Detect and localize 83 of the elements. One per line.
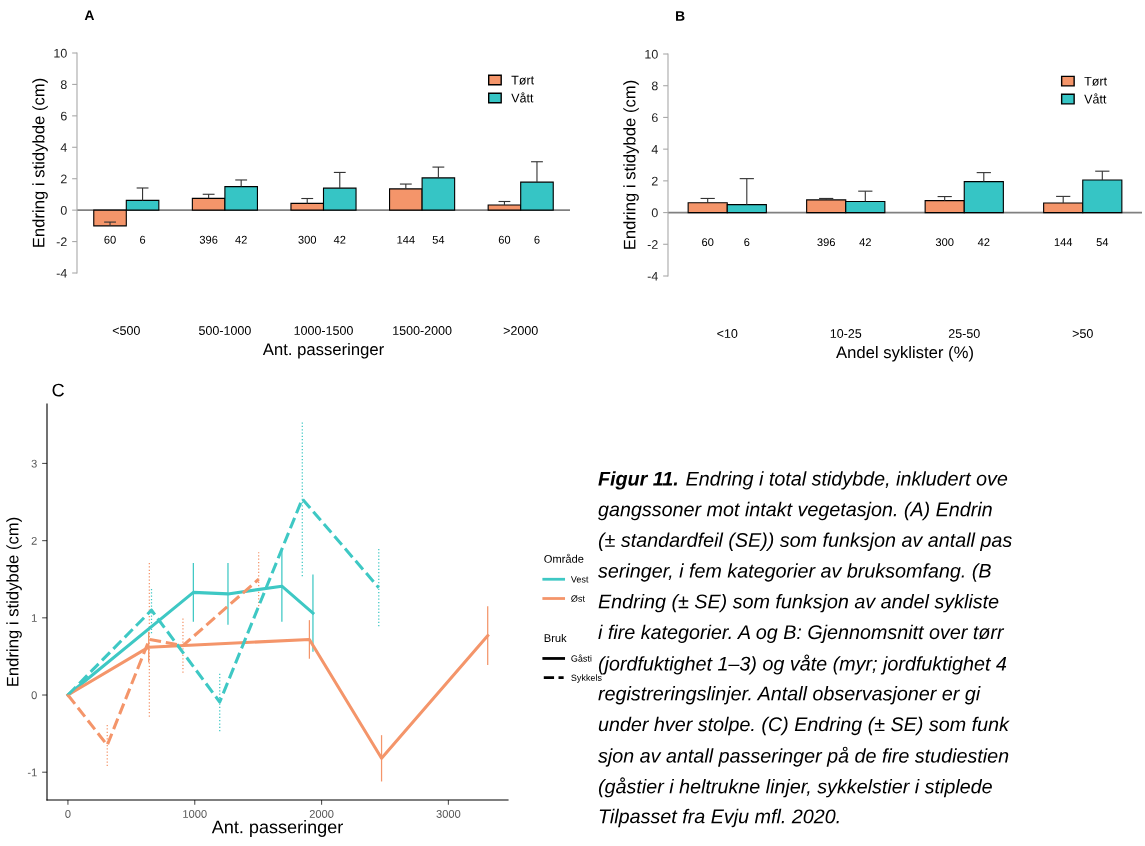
text: Endring i total stidybde, inkludert ove [686, 471, 1008, 490]
x-tick-label: 1500-2000 [393, 326, 452, 335]
annotation: 6 [140, 235, 146, 244]
x-axis-title: Ant. passeringer [262, 342, 384, 359]
text: seringer, i fem kategorier av bruksomfang. (B [598, 563, 991, 582]
legend-title: Område [544, 553, 584, 563]
y-tick-label: 0 [60, 205, 67, 215]
text: Tilpasset fra Evju mfl. 2020. [599, 808, 839, 828]
y-tick-label: 6 [651, 113, 658, 123]
annotation: 6 [744, 238, 750, 247]
y-tick-label: 0 [651, 208, 658, 218]
y-tick-label: 8 [60, 80, 67, 90]
annotation: 60 [498, 235, 511, 244]
chart-title: B [676, 11, 685, 21]
y-axis-title: Endring i stidybde (cm) [623, 80, 639, 249]
text: Figur 11. [598, 471, 678, 490]
legend-label: Vest [570, 576, 589, 583]
x-tick-label: >50 [1072, 329, 1093, 338]
text: (gåstier i heltrukne linjer, sykkelstier i stiplede [598, 777, 992, 798]
y-tick-label: -1 [27, 768, 37, 777]
text: Sykkels [571, 674, 602, 683]
annotation: 42 [235, 235, 247, 244]
annotation: 54 [432, 235, 445, 244]
y-tick-label: 10 [645, 49, 658, 59]
x-tick-label: 500-1000 [198, 326, 251, 335]
text: i fire kategorier. A og B: Gjennomsnitt over tørr [598, 624, 1005, 644]
y-axis-title: Endring i stidybde (cm) [32, 78, 48, 247]
text: sjon av antall passeringer på de fire studiestien [598, 746, 1009, 767]
x-axis-title: Andel syklister (%) [836, 345, 973, 362]
text: gangssoner mot intakt vegetasjon. (A) Endrin [598, 501, 992, 521]
legend-label: Tørt [511, 75, 535, 85]
chart-title: C [52, 383, 64, 397]
x-tick-label: 3000 [436, 810, 461, 818]
annotation: 60 [702, 238, 714, 247]
x-tick-label: 1000-1500 [294, 326, 353, 335]
legend-label: Tørt [1084, 76, 1107, 86]
annotation: 54 [1096, 238, 1109, 247]
annotation: 300 [935, 238, 954, 247]
annotation: 42 [333, 235, 346, 244]
y-tick-label: 2 [60, 174, 67, 184]
y-axis-title: Endring i stidybde (cm) [6, 517, 22, 686]
annotation: 60 [104, 235, 116, 244]
legend-label: Vått [1084, 93, 1107, 104]
text: under hver stolpe. (C) Endring (± SE) som funk [598, 716, 1010, 736]
x-tick-label: 25-50 [948, 329, 980, 338]
annotation: 42 [859, 238, 871, 246]
text: registreringslinjer. Antall observasjoner er gi [598, 686, 981, 705]
x-tick-label: 1000 [183, 810, 207, 818]
y-tick-label: -2 [647, 240, 658, 249]
annotation: 42 [977, 238, 990, 246]
y-tick-label: -4 [56, 268, 67, 278]
x-tick-label: 10-25 [830, 329, 862, 338]
text: Bruk [544, 633, 567, 643]
y-tick-label: -2 [56, 237, 67, 247]
legend-label: Øst [571, 595, 585, 602]
text: (jordfuktighet 1–3) og våte (myr; jordfuktighet 4 [598, 654, 1007, 675]
y-tick-label: 2 [651, 176, 658, 186]
x-axis-title: Ant. passeringer [211, 820, 343, 837]
y-tick-label: 8 [651, 81, 658, 91]
text: Endring (± SE) som funksjon av andel sykliste [598, 593, 999, 613]
text: (± standardfeil (SE)) som funksjon av antall pas [598, 532, 1012, 551]
legend-label: Vått [511, 92, 534, 103]
y-tick-label: 2 [31, 536, 37, 545]
x-tick-label: >2000 [503, 326, 538, 335]
x-tick-label: 2000 [309, 810, 334, 818]
annotation: 144 [1054, 238, 1073, 246]
y-tick-label: -4 [647, 271, 658, 281]
annotation: 396 [817, 238, 835, 247]
chart-title: A [84, 10, 95, 20]
y-tick-label: 6 [60, 111, 67, 121]
text: Gåsti [571, 654, 592, 662]
annotation: 396 [199, 235, 218, 244]
x-tick-label: <10 [717, 329, 738, 338]
x-tick-label: <500 [112, 326, 140, 335]
y-tick-label: 1 [31, 614, 37, 622]
y-tick-label: 4 [60, 143, 67, 152]
y-tick-label: 4 [651, 145, 658, 154]
y-tick-label: 3 [31, 459, 37, 468]
annotation: 6 [534, 235, 540, 244]
y-tick-label: 0 [31, 691, 37, 700]
y-tick-label: 10 [54, 48, 67, 58]
annotation: 144 [397, 235, 415, 244]
annotation: 300 [298, 235, 317, 244]
